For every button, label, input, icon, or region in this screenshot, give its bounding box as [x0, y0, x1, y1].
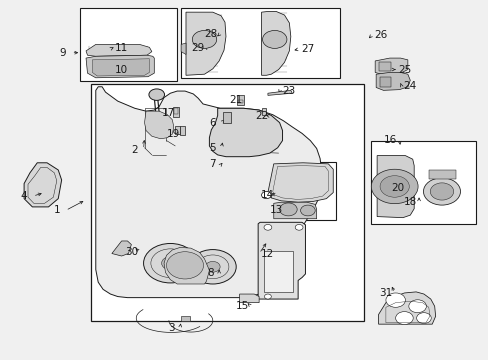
Bar [80, 8, 177, 81]
Circle shape [395, 312, 412, 324]
Bar [91, 84, 363, 320]
Circle shape [300, 205, 315, 216]
Text: 20: 20 [391, 183, 404, 193]
Bar [428, 170, 455, 179]
Text: 13: 13 [269, 206, 282, 216]
Text: 2: 2 [131, 144, 138, 154]
Text: 12: 12 [261, 248, 274, 258]
Polygon shape [239, 294, 259, 303]
Bar [238, 100, 243, 103]
Polygon shape [163, 247, 209, 284]
Circle shape [416, 313, 430, 323]
Bar [379, 77, 390, 87]
Polygon shape [261, 12, 290, 75]
Text: 25: 25 [397, 64, 410, 75]
Polygon shape [273, 202, 316, 219]
Text: 26: 26 [374, 30, 387, 40]
Bar [370, 140, 475, 224]
Bar [173, 108, 177, 114]
Polygon shape [92, 59, 149, 76]
Text: 10: 10 [114, 64, 127, 75]
Text: 28: 28 [204, 29, 218, 39]
Circle shape [279, 203, 297, 216]
Bar [175, 126, 180, 134]
Text: 23: 23 [281, 86, 294, 96]
Bar [378, 62, 390, 71]
Text: 6: 6 [209, 118, 216, 128]
Text: 1: 1 [53, 206, 60, 216]
Circle shape [149, 89, 164, 100]
Text: 24: 24 [403, 81, 416, 91]
Bar [237, 95, 244, 105]
Bar [180, 126, 184, 135]
Bar [181, 8, 339, 78]
Polygon shape [86, 55, 154, 78]
Text: 14: 14 [261, 190, 274, 200]
Text: 30: 30 [124, 247, 138, 257]
Text: 4: 4 [21, 191, 27, 201]
Polygon shape [86, 44, 152, 56]
Circle shape [408, 300, 426, 313]
Circle shape [295, 225, 303, 230]
Bar [222, 112, 231, 123]
Text: 3: 3 [168, 323, 174, 333]
Text: 5: 5 [209, 143, 216, 153]
Text: 29: 29 [191, 43, 204, 53]
Polygon shape [376, 156, 413, 218]
Polygon shape [185, 12, 225, 75]
Text: 31: 31 [379, 288, 392, 298]
Text: 16: 16 [384, 135, 397, 145]
Polygon shape [378, 292, 435, 324]
Bar [172, 107, 178, 117]
Circle shape [379, 176, 408, 197]
Circle shape [385, 293, 405, 307]
Text: 8: 8 [206, 268, 213, 278]
Text: 9: 9 [59, 48, 66, 58]
Polygon shape [112, 241, 131, 256]
Polygon shape [258, 222, 305, 299]
Circle shape [161, 257, 179, 270]
Text: 27: 27 [301, 44, 314, 54]
Circle shape [189, 249, 236, 284]
Text: 22: 22 [254, 111, 267, 121]
Circle shape [429, 183, 453, 200]
Text: 21: 21 [229, 95, 242, 105]
Text: 11: 11 [114, 43, 127, 53]
Polygon shape [209, 108, 282, 157]
Polygon shape [96, 87, 321, 298]
Text: 19: 19 [167, 129, 180, 139]
Circle shape [423, 178, 460, 205]
Circle shape [166, 252, 203, 279]
Text: 15: 15 [235, 301, 248, 311]
Polygon shape [375, 72, 409, 90]
Text: 17: 17 [162, 108, 175, 118]
Polygon shape [267, 163, 332, 202]
Polygon shape [267, 90, 292, 95]
Circle shape [192, 31, 216, 48]
Text: 18: 18 [403, 197, 416, 207]
Bar [264, 251, 293, 292]
Circle shape [205, 261, 220, 272]
Circle shape [370, 169, 417, 204]
Bar [181, 316, 189, 320]
Circle shape [261, 192, 271, 199]
Polygon shape [24, 163, 61, 207]
Circle shape [264, 294, 271, 299]
Circle shape [262, 31, 286, 48]
Bar [260, 162, 335, 220]
Circle shape [143, 243, 197, 283]
Polygon shape [181, 43, 185, 54]
Text: 7: 7 [209, 159, 216, 169]
Polygon shape [144, 111, 173, 139]
Circle shape [264, 225, 271, 230]
Bar [261, 108, 266, 116]
Polygon shape [374, 58, 407, 74]
